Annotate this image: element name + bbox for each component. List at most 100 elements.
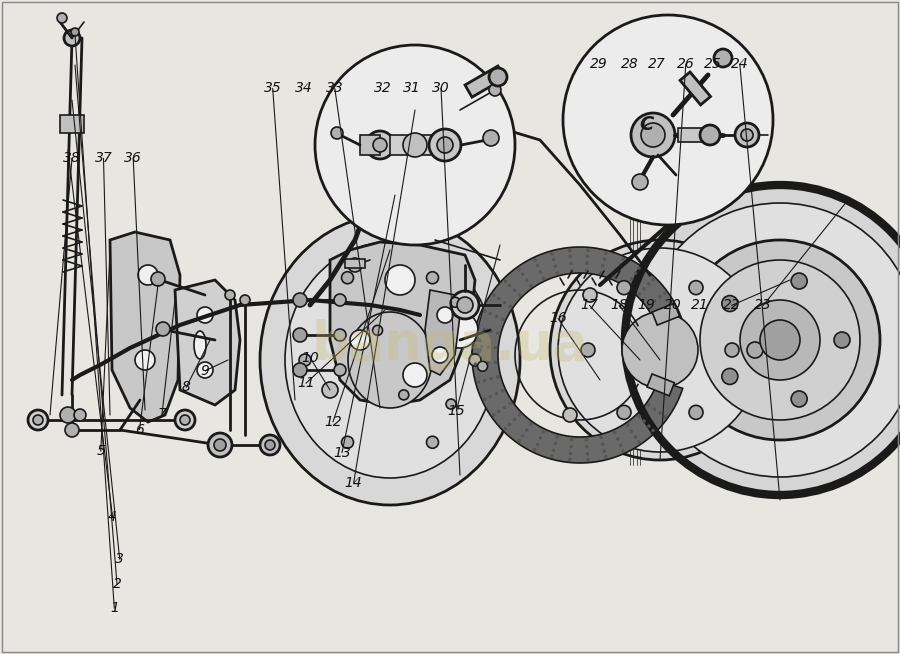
Circle shape — [539, 437, 542, 439]
Circle shape — [33, 415, 43, 425]
Circle shape — [240, 295, 250, 305]
Circle shape — [489, 84, 501, 96]
Circle shape — [518, 413, 521, 417]
Circle shape — [156, 322, 170, 336]
Circle shape — [647, 404, 651, 407]
Circle shape — [451, 291, 479, 319]
Circle shape — [508, 284, 511, 287]
Text: 28: 28 — [621, 57, 639, 71]
Circle shape — [366, 131, 394, 159]
Circle shape — [483, 398, 486, 401]
Circle shape — [518, 294, 521, 297]
Ellipse shape — [194, 331, 206, 359]
Circle shape — [631, 113, 675, 157]
Circle shape — [558, 248, 762, 452]
Text: 27: 27 — [648, 57, 666, 71]
Circle shape — [689, 405, 703, 419]
Text: 23: 23 — [754, 298, 772, 313]
Ellipse shape — [260, 215, 520, 505]
Circle shape — [659, 411, 662, 415]
Circle shape — [581, 343, 595, 357]
Circle shape — [652, 300, 656, 302]
Circle shape — [585, 438, 588, 441]
Circle shape — [663, 415, 666, 418]
Text: 5: 5 — [96, 444, 105, 458]
Circle shape — [65, 423, 79, 437]
Circle shape — [556, 271, 559, 275]
Circle shape — [446, 399, 456, 409]
Circle shape — [550, 240, 770, 460]
Circle shape — [293, 328, 307, 342]
Text: 1: 1 — [110, 601, 119, 615]
Circle shape — [637, 292, 641, 296]
Circle shape — [457, 297, 473, 313]
Circle shape — [542, 277, 545, 280]
Text: 25: 25 — [704, 57, 722, 71]
Circle shape — [334, 294, 346, 306]
Circle shape — [714, 49, 732, 67]
Circle shape — [536, 264, 539, 267]
Polygon shape — [175, 280, 240, 405]
Circle shape — [503, 301, 506, 304]
Circle shape — [534, 259, 536, 262]
Circle shape — [605, 252, 608, 255]
Circle shape — [586, 255, 589, 258]
Circle shape — [334, 364, 346, 376]
Circle shape — [643, 203, 900, 477]
Circle shape — [539, 270, 542, 273]
Circle shape — [583, 288, 597, 302]
Ellipse shape — [285, 242, 495, 478]
Text: 2: 2 — [112, 577, 122, 591]
Circle shape — [634, 271, 637, 275]
Circle shape — [474, 362, 477, 366]
Circle shape — [571, 269, 573, 272]
Text: 19: 19 — [637, 298, 655, 313]
Circle shape — [322, 382, 338, 398]
Circle shape — [60, 407, 76, 423]
Bar — [390, 135, 445, 155]
Circle shape — [542, 430, 545, 433]
Circle shape — [260, 435, 280, 455]
Circle shape — [614, 276, 617, 279]
Circle shape — [489, 312, 491, 315]
Bar — [680, 72, 711, 105]
Circle shape — [482, 328, 486, 331]
Circle shape — [601, 443, 604, 445]
Circle shape — [563, 408, 577, 422]
Circle shape — [478, 361, 488, 371]
Circle shape — [373, 325, 382, 336]
Circle shape — [534, 448, 536, 451]
Circle shape — [497, 410, 500, 413]
Circle shape — [348, 258, 362, 272]
Circle shape — [652, 407, 656, 411]
Circle shape — [529, 422, 532, 426]
Circle shape — [630, 277, 633, 281]
Circle shape — [536, 443, 539, 446]
Circle shape — [225, 290, 235, 300]
Circle shape — [735, 123, 759, 147]
Text: 35: 35 — [264, 81, 282, 95]
Circle shape — [492, 294, 495, 297]
Circle shape — [834, 332, 850, 348]
Circle shape — [508, 402, 512, 405]
Text: 9: 9 — [201, 364, 210, 378]
Text: 10: 10 — [302, 351, 319, 366]
Text: 38: 38 — [63, 151, 81, 165]
Circle shape — [350, 330, 370, 350]
Circle shape — [482, 379, 486, 382]
Circle shape — [725, 343, 739, 357]
Circle shape — [513, 418, 516, 421]
Text: 30: 30 — [432, 81, 450, 95]
Circle shape — [197, 307, 213, 323]
Text: 17: 17 — [580, 298, 598, 313]
Circle shape — [619, 263, 622, 266]
Circle shape — [586, 445, 589, 448]
Circle shape — [497, 375, 500, 379]
Circle shape — [265, 440, 275, 450]
Circle shape — [508, 423, 511, 426]
Text: 18: 18 — [610, 298, 628, 313]
Circle shape — [569, 452, 572, 455]
Circle shape — [214, 439, 226, 451]
Bar — [345, 259, 365, 268]
Circle shape — [617, 405, 631, 419]
